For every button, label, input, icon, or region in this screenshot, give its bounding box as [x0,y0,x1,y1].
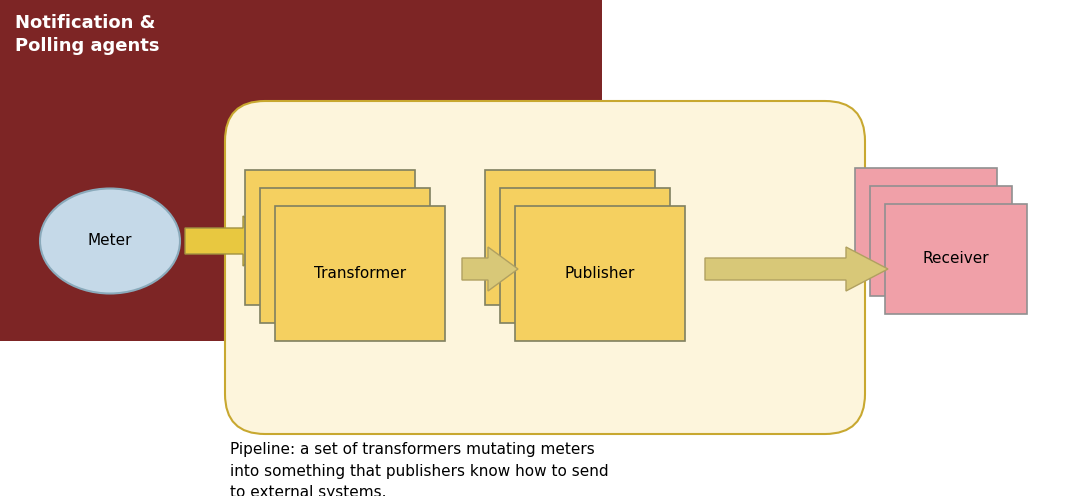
Ellipse shape [39,188,180,294]
Polygon shape [462,247,517,291]
Text: Publisher: Publisher [564,266,635,281]
FancyBboxPatch shape [485,170,655,305]
FancyBboxPatch shape [855,168,997,278]
Text: Meter: Meter [87,234,132,248]
FancyBboxPatch shape [275,206,445,341]
Text: Transformer: Transformer [314,266,407,281]
Polygon shape [705,247,888,291]
FancyBboxPatch shape [260,188,430,323]
FancyBboxPatch shape [870,186,1012,296]
FancyBboxPatch shape [0,0,602,341]
Text: Receiver: Receiver [923,251,989,266]
Text: Notification &
Polling agents: Notification & Polling agents [15,14,159,55]
FancyBboxPatch shape [225,101,865,434]
FancyBboxPatch shape [885,204,1028,314]
FancyBboxPatch shape [500,188,670,323]
FancyBboxPatch shape [245,170,415,305]
FancyBboxPatch shape [515,206,685,341]
Text: Pipeline: a set of transformers mutating meters
into something that publishers k: Pipeline: a set of transformers mutating… [230,442,608,496]
Polygon shape [185,216,278,266]
